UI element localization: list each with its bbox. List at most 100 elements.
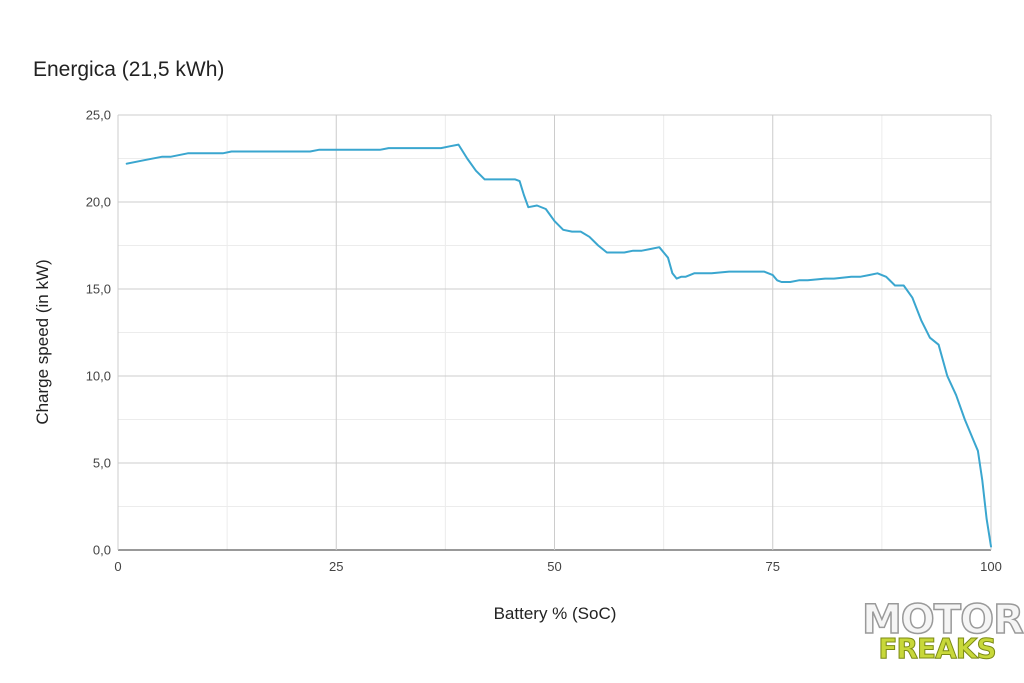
data-point: [676, 278, 678, 280]
data-point: [571, 231, 573, 233]
data-point: [894, 285, 896, 287]
data-point: [977, 450, 979, 452]
series-layer: [125, 143, 992, 548]
data-point: [702, 273, 704, 275]
series-line-0: [125, 143, 992, 548]
data-point: [632, 250, 634, 252]
logo-line-1: MOTOR: [861, 597, 1024, 643]
data-point: [641, 250, 643, 252]
data-point: [545, 208, 547, 210]
data-point: [335, 149, 337, 151]
data-point: [772, 274, 774, 276]
data-point: [161, 156, 163, 158]
data-point: [964, 419, 966, 421]
data-point: [597, 245, 599, 247]
data-point: [851, 276, 853, 278]
data-point: [680, 276, 682, 278]
y-tick-label: 15,0: [86, 282, 111, 297]
y-tick-label: 25,0: [86, 108, 111, 123]
data-point: [440, 147, 442, 149]
data-point: [912, 297, 914, 299]
data-point: [711, 273, 713, 275]
data-point: [789, 281, 791, 283]
data-point: [685, 276, 687, 278]
x-axis-title: Battery % (SoC): [493, 604, 617, 623]
data-point: [973, 440, 975, 442]
data-point: [388, 147, 390, 149]
major-gridlines: [117, 114, 992, 551]
data-point: [938, 344, 940, 346]
data-point: [877, 273, 879, 275]
logo-line-2: FREAKS: [878, 632, 997, 665]
data-point: [615, 252, 617, 254]
data-point: [728, 271, 730, 273]
data-point: [362, 149, 364, 151]
data-point: [955, 394, 957, 396]
x-tick-label: 50: [547, 559, 561, 574]
data-point: [248, 151, 250, 153]
data-point: [501, 179, 503, 181]
chart-title: Energica (21,5 kWh): [33, 58, 225, 81]
data-point: [205, 152, 207, 154]
data-point: [318, 149, 320, 151]
data-point: [514, 179, 516, 181]
x-tick-label: 100: [980, 559, 1002, 574]
data-point: [833, 278, 835, 280]
data-point: [947, 375, 949, 377]
data-point: [746, 271, 748, 273]
data-point: [658, 246, 660, 248]
data-point: [650, 248, 652, 250]
y-tick-label: 20,0: [86, 195, 111, 210]
data-point: [986, 518, 988, 520]
data-point: [920, 320, 922, 322]
data-point: [475, 170, 477, 172]
data-point: [170, 156, 172, 158]
x-tick-label: 0: [114, 559, 121, 574]
x-axis-tick-labels: 0 25 50 75 100: [114, 559, 1001, 574]
y-tick-label: 0,0: [93, 543, 111, 558]
data-point: [554, 220, 556, 222]
data-point: [222, 152, 224, 154]
data-point: [405, 147, 407, 149]
data-point: [449, 146, 451, 148]
x-tick-label: 25: [329, 559, 343, 574]
y-axis-title: Charge speed (in kW): [33, 259, 52, 425]
data-point: [798, 280, 800, 282]
data-point: [523, 194, 525, 196]
data-point: [187, 152, 189, 154]
data-point: [606, 252, 608, 254]
data-point: [824, 278, 826, 280]
x-tick-label: 75: [766, 559, 780, 574]
data-point: [126, 163, 128, 165]
data-point: [274, 151, 276, 153]
y-axis-tick-labels: 0,0 5,0 10,0 15,0 20,0 25,0: [86, 108, 111, 558]
data-point: [458, 144, 460, 146]
data-point: [466, 158, 468, 160]
data-point: [763, 271, 765, 273]
data-point: [885, 276, 887, 278]
y-tick-label: 10,0: [86, 369, 111, 384]
data-point: [519, 180, 521, 182]
data-point: [309, 151, 311, 153]
data-point: [754, 271, 756, 273]
data-point: [562, 229, 564, 231]
data-point: [868, 274, 870, 276]
data-point: [301, 151, 303, 153]
data-point: [929, 337, 931, 339]
data-point: [672, 273, 674, 275]
data-point: [580, 231, 582, 233]
data-point: [528, 206, 530, 208]
data-point: [903, 285, 905, 287]
data-point: [379, 149, 381, 151]
y-tick-label: 5,0: [93, 456, 111, 471]
data-point: [990, 546, 992, 548]
data-point: [693, 273, 695, 275]
data-point: [624, 252, 626, 254]
data-point: [981, 480, 983, 482]
data-point: [423, 147, 425, 149]
motor-freaks-logo: MOTOR FREAKS: [861, 597, 1024, 668]
data-point: [484, 179, 486, 181]
data-point: [667, 257, 669, 259]
